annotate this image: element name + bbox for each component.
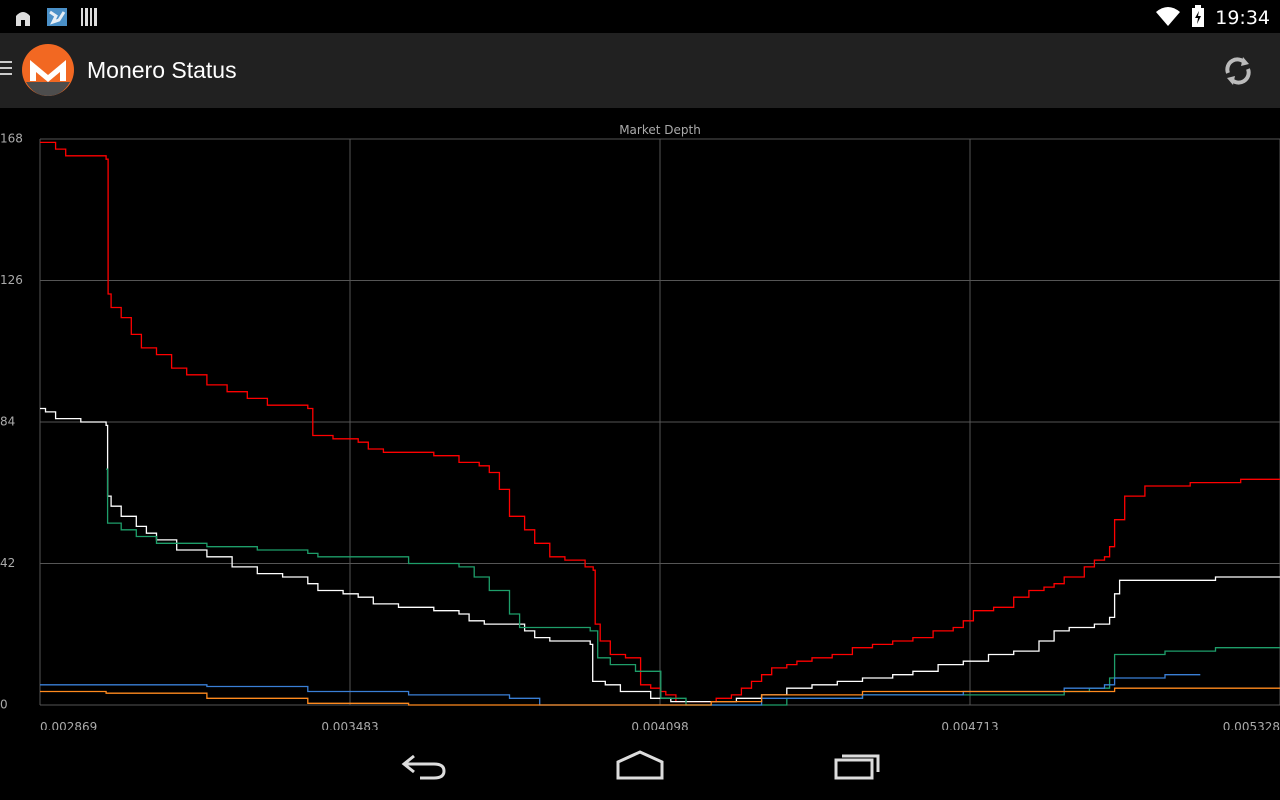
status-bar: 19:34 [0, 0, 1280, 33]
android-notification-icon [12, 6, 34, 32]
series-line [40, 687, 1280, 706]
wifi-icon [1155, 5, 1181, 31]
series-line [40, 407, 1280, 703]
battery-charging-icon [1191, 5, 1205, 31]
series-line [40, 674, 1201, 706]
x-tick-label: 0.002869 [40, 720, 97, 730]
navigation-bar [0, 730, 1280, 800]
x-tick-label: 0.004098 [631, 720, 688, 730]
x-tick-label: 0.005328 [1223, 720, 1280, 730]
y-tick-label: 42 [0, 556, 15, 570]
back-icon[interactable] [400, 750, 448, 784]
market-depth-chart: 168 126 84 42 0 0.002869 0.003483 0.004098 0.004… [0, 123, 1280, 730]
menu-icon[interactable] [0, 61, 12, 79]
map-notification-icon [46, 6, 68, 32]
status-clock: 19:34 [1215, 7, 1270, 29]
y-tick-label: 168 [0, 132, 23, 146]
y-tick-label: 0 [0, 698, 8, 712]
series-line [106, 468, 1280, 706]
x-tick-label: 0.003483 [321, 720, 378, 730]
action-bar [0, 33, 1280, 108]
x-tick-label: 0.004713 [941, 720, 998, 730]
home-icon[interactable] [614, 750, 666, 784]
series-line [40, 141, 1280, 703]
refresh-icon[interactable] [1218, 51, 1258, 91]
monero-logo[interactable] [22, 44, 74, 100]
y-tick-label: 126 [0, 273, 23, 287]
recents-icon[interactable] [832, 750, 884, 784]
barcode-notification-icon [80, 6, 98, 32]
app-title: Monero Status [87, 57, 237, 83]
chart-title: Market Depth [619, 123, 701, 137]
y-tick-label: 84 [0, 415, 15, 429]
